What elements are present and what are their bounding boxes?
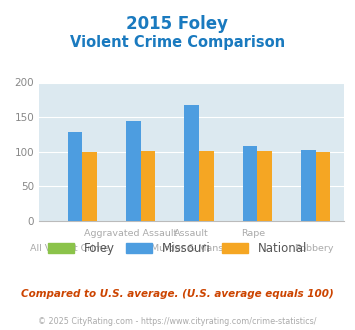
Bar bbox=[199, 151, 214, 221]
Text: Aggravated Assault: Aggravated Assault bbox=[84, 229, 177, 238]
Bar bbox=[184, 105, 199, 221]
Text: Assault: Assault bbox=[174, 229, 209, 238]
Bar bbox=[243, 146, 257, 221]
Text: Robbery: Robbery bbox=[294, 244, 334, 252]
Bar bbox=[126, 121, 141, 221]
Bar bbox=[82, 152, 97, 221]
Bar bbox=[67, 132, 82, 221]
Text: Compared to U.S. average. (U.S. average equals 100): Compared to U.S. average. (U.S. average … bbox=[21, 289, 334, 299]
Text: 2015 Foley: 2015 Foley bbox=[126, 15, 229, 33]
Bar bbox=[257, 151, 272, 221]
Text: Murder & Mans...: Murder & Mans... bbox=[151, 244, 232, 252]
Text: Violent Crime Comparison: Violent Crime Comparison bbox=[70, 35, 285, 50]
Bar bbox=[141, 151, 155, 221]
Bar bbox=[316, 152, 331, 221]
Bar bbox=[301, 150, 316, 221]
Text: Rape: Rape bbox=[241, 229, 265, 238]
Text: All Violent Crime: All Violent Crime bbox=[30, 244, 109, 252]
Legend: Foley, Missouri, National: Foley, Missouri, National bbox=[43, 237, 312, 260]
Text: © 2025 CityRating.com - https://www.cityrating.com/crime-statistics/: © 2025 CityRating.com - https://www.city… bbox=[38, 317, 317, 326]
